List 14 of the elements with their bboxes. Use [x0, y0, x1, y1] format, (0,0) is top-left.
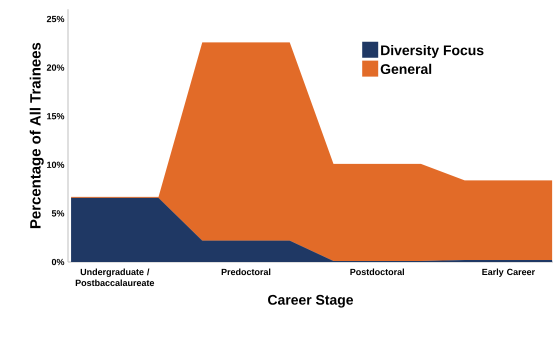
x-tick-label: Early Career — [482, 268, 535, 277]
x-tick-label: Postdoctoral — [350, 268, 404, 276]
x-tick-label: Predoctoral — [222, 268, 270, 276]
y-tick-label: 15% — [47, 113, 64, 120]
x-tick-label: Undergraduate / Postbaccalaureate — [76, 268, 154, 286]
y-axis-title: Percentage of All Trainees — [30, 42, 44, 228]
y-tick-label: 0% — [52, 258, 64, 266]
legend-label: Diversity Focus — [381, 45, 484, 58]
y-tick-label: 20% — [46, 64, 64, 71]
x-axis-title: Career Stage — [268, 294, 354, 308]
legend-label: General — [380, 64, 432, 74]
y-tick-label: 25% — [46, 16, 64, 22]
y-tick-label: 5% — [52, 210, 64, 217]
y-tick-label: 10% — [47, 162, 64, 168]
